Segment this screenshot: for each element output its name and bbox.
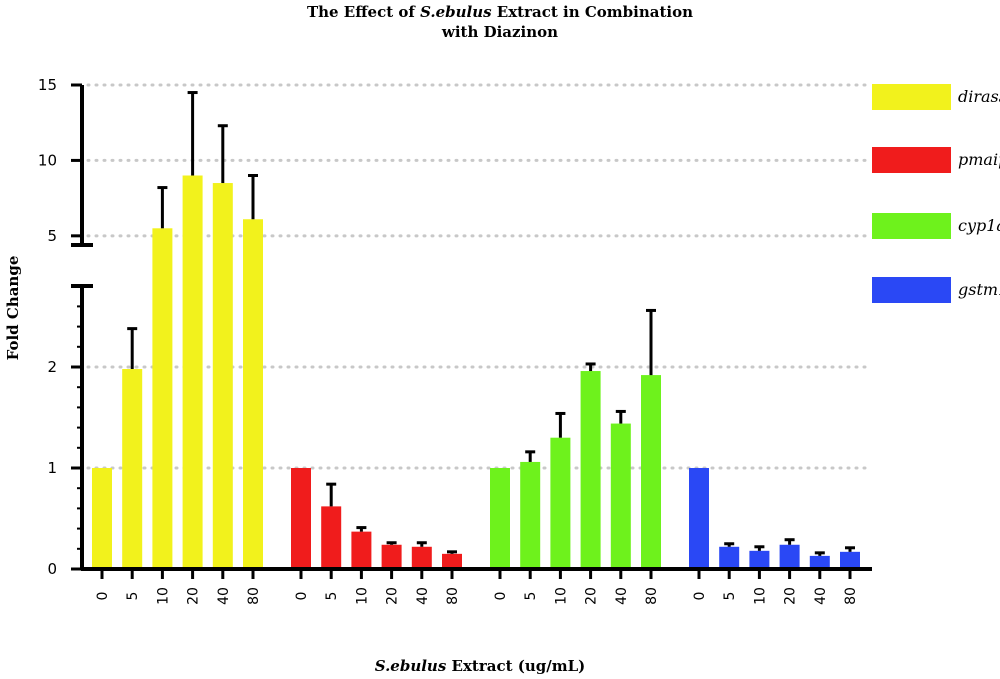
x-tick-label: 10 <box>155 587 171 605</box>
y-tick-label: 0 <box>47 560 57 578</box>
bar <box>321 506 342 569</box>
bar <box>641 375 661 569</box>
x-tick-label: 20 <box>186 587 202 605</box>
y-tick-label: 10 <box>38 151 57 169</box>
x-tick-label: 40 <box>216 587 232 605</box>
x-tick-label: 0 <box>692 592 708 601</box>
bar <box>749 550 770 569</box>
x-axis-label: S.ebulus Extract (ug/mL) <box>375 657 585 675</box>
y-tick-label: 5 <box>47 227 57 245</box>
bar <box>610 423 631 569</box>
x-tick-label: 20 <box>385 587 401 605</box>
legend: diras3 pmaip1 cyp1a1 gstm1 <box>872 84 1000 303</box>
bar <box>381 544 402 569</box>
bar <box>411 546 432 569</box>
x-tick-label: 80 <box>445 587 461 605</box>
bar <box>442 553 462 569</box>
bar <box>351 531 372 569</box>
axes: 0 5 10 20 40 80 0 5 10 20 40 80 0 5 10 20 40 80 0 5 10 20 40 80… <box>38 76 872 605</box>
legend-swatch <box>872 147 951 173</box>
chart-title-line-2: with Diazinon <box>441 23 558 41</box>
x-tick-label: 5 <box>722 592 738 601</box>
y-tick-label: 1 <box>47 459 57 477</box>
bar <box>520 461 541 569</box>
gridlines <box>86 83 872 470</box>
bar <box>243 219 263 569</box>
legend-swatch <box>872 277 951 303</box>
bar <box>291 468 311 569</box>
legend-label: cyp1a1 <box>958 216 1000 235</box>
bar <box>580 371 601 569</box>
bar <box>92 468 112 569</box>
x-tick-label: 5 <box>523 592 539 601</box>
bar <box>550 437 571 569</box>
bar <box>779 544 800 569</box>
legend-label: gstm1 <box>958 280 1000 299</box>
bar <box>840 551 860 569</box>
x-tick-label: 10 <box>752 587 768 605</box>
x-tick-label: 20 <box>584 587 600 605</box>
bar <box>152 228 173 569</box>
y-tick-label: 2 <box>47 358 57 376</box>
y-axis-label: Fold Change <box>4 256 22 361</box>
bars <box>92 91 860 569</box>
x-tick-label: 0 <box>294 592 310 601</box>
x-tick-label: 80 <box>644 587 660 605</box>
x-tick-label: 20 <box>783 587 799 605</box>
x-tick-label: 80 <box>246 587 262 605</box>
legend-swatch <box>872 213 951 239</box>
x-tick-label: 0 <box>493 592 509 601</box>
x-tick-label: 5 <box>125 592 141 601</box>
x-tick-label: 10 <box>354 587 370 605</box>
x-tick-label: 10 <box>553 587 569 605</box>
x-tick-label: 40 <box>415 587 431 605</box>
bar <box>122 369 143 569</box>
x-tick-label: 40 <box>813 587 829 605</box>
bar <box>689 468 709 569</box>
bar <box>490 468 510 569</box>
chart-title-line-1: The Effect of S.ebulus Extract in Combin… <box>307 3 693 21</box>
legend-label: pmaip1 <box>958 150 1000 169</box>
bar <box>809 555 830 569</box>
bar <box>182 175 203 569</box>
x-tick-label: 40 <box>614 587 630 605</box>
y-tick-label: 15 <box>38 76 57 94</box>
legend-swatch <box>872 84 951 110</box>
x-tick-label: 5 <box>324 592 340 601</box>
x-tick-label: 80 <box>843 587 859 605</box>
x-tick-label: 0 <box>95 592 111 601</box>
legend-label: diras3 <box>958 87 1000 106</box>
bar <box>212 183 233 569</box>
bar <box>719 546 740 569</box>
